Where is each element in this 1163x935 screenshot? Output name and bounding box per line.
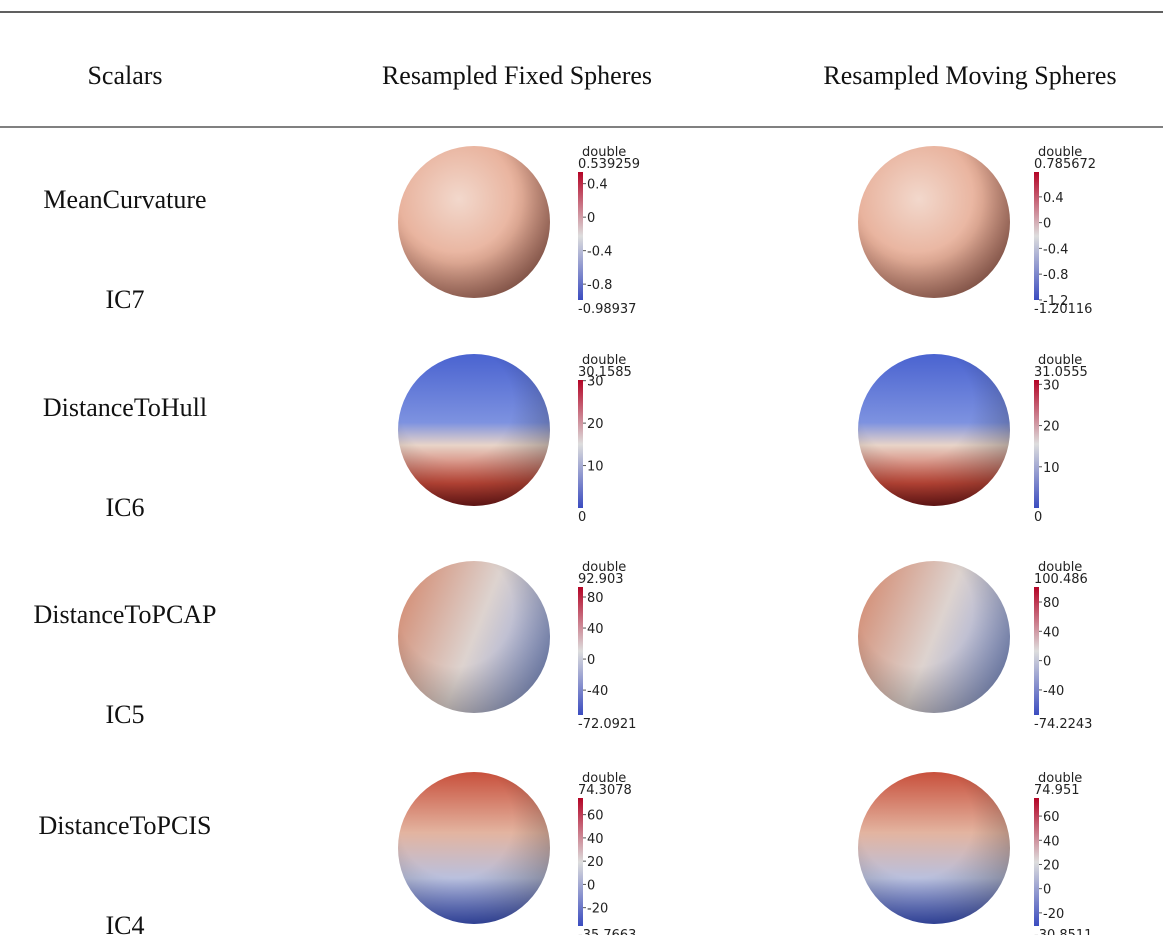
colorbar-tick-label: -0.8 (587, 278, 612, 293)
scalar-name: DistanceToPCIS (39, 811, 212, 840)
colorbar-min: 0 (578, 510, 586, 525)
scalar-name: DistanceToPCAP (33, 600, 216, 629)
colorbar-tick-label: -20 (1043, 907, 1064, 922)
colorbar-tick-label: 0 (587, 211, 595, 226)
colorbar-min: -0.98937 (578, 302, 636, 317)
colorbar-max: 74.951 (1034, 783, 1080, 798)
column-header: Scalars (87, 61, 162, 90)
colorbar-title: double (582, 145, 626, 160)
colorbar-max: 0.785672 (1034, 157, 1096, 172)
colorbar-max: 30.1585 (578, 365, 632, 380)
component-label: IC6 (106, 493, 145, 522)
scalar-name: DistanceToHull (43, 393, 207, 422)
colorbar-tick-label: 0 (1043, 217, 1051, 232)
colorbar-tick-label: 10 (1043, 461, 1060, 476)
colorbar (578, 798, 583, 926)
sphere-shade (398, 772, 550, 924)
colorbar (1034, 172, 1039, 300)
colorbar-tick-label: 0.4 (587, 178, 608, 193)
colorbar-tick-label: 60 (1043, 810, 1060, 825)
colorbar-title: double (1038, 560, 1082, 575)
colorbar-tick-label: 60 (587, 809, 604, 824)
colorbar-tick-label: -0.8 (1043, 268, 1068, 283)
colorbar-tick-label: 0 (1043, 655, 1051, 670)
colorbar-tick-label: 20 (587, 855, 604, 870)
colorbar-title: double (582, 771, 626, 786)
colorbar-title: double (1038, 145, 1082, 160)
component-label: IC4 (106, 911, 145, 935)
colorbar-max: 31.0555 (1034, 365, 1088, 380)
colorbar-max: 0.539259 (578, 157, 640, 172)
colorbar-title: double (1038, 771, 1082, 786)
colorbar-max: 74.3078 (578, 783, 632, 798)
colorbar (1034, 798, 1039, 926)
colorbar-tick-label: -40 (1043, 684, 1064, 699)
colorbar-tick-label: 0 (1043, 883, 1051, 898)
sphere-shade (858, 561, 1010, 713)
sphere-shade (858, 772, 1010, 924)
colorbar-title: double (582, 560, 626, 575)
colorbar-tick-label: 40 (587, 622, 604, 637)
colorbar-min: -74.2243 (1034, 717, 1092, 732)
colorbar-tick-label: 10 (587, 460, 604, 475)
colorbar-tick-label: -40 (587, 684, 608, 699)
colorbar (578, 380, 583, 508)
colorbar-tick-label: 20 (1043, 420, 1060, 435)
colorbar-title: double (582, 353, 626, 368)
colorbar-min: -30.8511 (1034, 928, 1092, 935)
colorbar (1034, 380, 1039, 508)
colorbar (578, 172, 583, 300)
colorbar-tick-label: -1.2 (1043, 294, 1068, 309)
colorbar-tick-label: 80 (587, 591, 604, 606)
sphere-shade (858, 354, 1010, 506)
colorbar-tick-label: 0 (587, 878, 595, 893)
colorbar-min: -72.0921 (578, 717, 636, 732)
colorbar (1034, 587, 1039, 715)
column-header: Resampled Fixed Spheres (382, 61, 652, 90)
colorbar-tick-label: 40 (1043, 834, 1060, 849)
colorbar-tick-label: 40 (587, 832, 604, 847)
colorbar-title: double (1038, 353, 1082, 368)
colorbar-tick-label: -0.4 (587, 245, 612, 260)
colorbar-max: 100.486 (1034, 572, 1088, 587)
colorbar-min: -35.7663 (578, 928, 636, 935)
column-header: Resampled Moving Spheres (823, 61, 1116, 90)
colorbar-tick-label: 80 (1043, 596, 1060, 611)
colorbar-tick-label: -0.4 (1043, 242, 1068, 257)
sphere-shade (858, 146, 1010, 298)
colorbar-tick-label: 20 (1043, 858, 1060, 873)
scalar-name: MeanCurvature (43, 185, 206, 214)
colorbar-tick-label: 40 (1043, 625, 1060, 640)
colorbar-tick-label: 20 (587, 417, 604, 432)
colorbar-tick-label: 0.4 (1043, 191, 1064, 206)
colorbar-min: 0 (1034, 510, 1042, 525)
colorbar-tick-label: 0 (587, 653, 595, 668)
sphere-shade (398, 561, 550, 713)
colorbar-min: -1.20116 (1034, 302, 1092, 317)
colorbar-tick-label: -20 (587, 902, 608, 917)
sphere-shade (398, 354, 550, 506)
colorbar-tick-label: 30 (587, 375, 604, 390)
colorbar (578, 587, 583, 715)
colorbar-tick-label: 30 (1043, 378, 1060, 393)
component-label: IC7 (106, 285, 145, 314)
sphere-shade (398, 146, 550, 298)
component-label: IC5 (106, 700, 145, 729)
colorbar-max: 92.903 (578, 572, 624, 587)
